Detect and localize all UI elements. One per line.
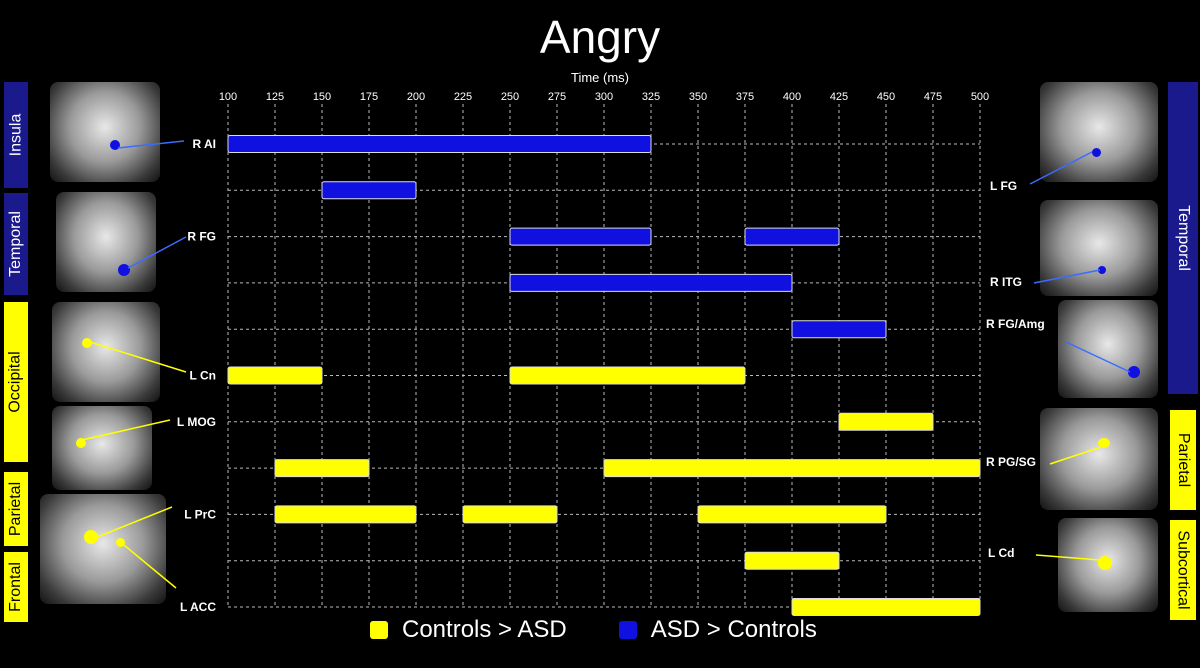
region-tag-temporal-right: Temporal — [1168, 82, 1198, 394]
brain-image-l-fg — [1040, 82, 1158, 182]
bar-segment — [274, 505, 417, 524]
bar-segment — [227, 366, 323, 385]
right-region-label: L FG — [990, 179, 1017, 193]
leader-line — [1029, 151, 1093, 185]
legend-swatch-asd — [618, 621, 637, 639]
right-region-label: R PG/SG — [986, 455, 1036, 469]
row-label: L PrC — [184, 507, 216, 521]
x-tick-label: 400 — [783, 91, 801, 103]
region-tag-occipital: Occipital — [4, 302, 28, 462]
region-tag-parietal-right: Parietal — [1170, 410, 1196, 510]
x-axis-label: Time (ms) — [570, 70, 629, 85]
row-label: R FG — [187, 230, 216, 244]
x-tick-label: 350 — [689, 91, 707, 103]
brain-image-l-prc-acc — [40, 494, 166, 604]
legend-swatch-controls — [370, 621, 388, 639]
x-tick-label: 150 — [313, 91, 331, 103]
right-region-label: L Cd — [988, 546, 1014, 560]
bar-segment — [603, 459, 981, 478]
x-tick-label: 500 — [971, 91, 989, 103]
bar-segment — [509, 366, 746, 385]
brain-image-r-pg-sg — [1040, 408, 1158, 510]
x-tick-label: 425 — [830, 91, 848, 103]
x-tick-label: 475 — [924, 91, 942, 103]
x-tick-label: 225 — [454, 91, 472, 103]
leader-line — [1065, 341, 1131, 373]
leader-line — [89, 341, 187, 373]
brain-image-l-cd — [1058, 518, 1158, 612]
x-tick-label: 125 — [266, 91, 284, 103]
region-tag-insula: Insula — [4, 82, 28, 188]
x-tick-label: 275 — [548, 91, 566, 103]
region-tag-temporal-left: Temporal — [4, 193, 28, 295]
x-tick-label: 200 — [407, 91, 425, 103]
bar-segment — [791, 598, 981, 616]
x-tick-label: 100 — [219, 91, 237, 103]
bar-segment — [462, 505, 558, 524]
leader-line — [81, 419, 171, 441]
leader-line — [1033, 269, 1101, 284]
bar-segment — [227, 135, 652, 153]
chart-legend: Controls > ASD ASD > Controls — [370, 616, 817, 644]
leader-line — [127, 236, 187, 269]
bar-segment — [744, 227, 840, 246]
row-label: L ACC — [180, 600, 216, 614]
right-region-label: R FG/Amg — [986, 317, 1045, 331]
brain-image-r-itg — [1040, 200, 1158, 296]
bar-segment — [697, 505, 887, 524]
bar-segment — [791, 320, 887, 339]
brain-image-r-fg-amg — [1058, 300, 1158, 398]
leader-line — [117, 140, 185, 149]
bar-segment — [321, 181, 417, 200]
x-tick-label: 375 — [736, 91, 754, 103]
bar-segment — [509, 227, 652, 246]
region-tag-parietal-left: Parietal — [4, 472, 28, 546]
bar-segment — [509, 273, 793, 292]
x-tick-label: 175 — [360, 91, 378, 103]
x-tick-label: 250 — [501, 91, 519, 103]
brain-image-r-fg — [56, 192, 156, 292]
leader-line — [123, 544, 177, 589]
right-region-label: R ITG — [990, 275, 1022, 289]
region-tag-subcortical: Subcortical — [1170, 520, 1196, 620]
leader-line — [89, 506, 173, 541]
row-label: L Cn — [190, 369, 216, 383]
x-tick-label: 450 — [877, 91, 895, 103]
brain-image-l-cn — [52, 302, 160, 402]
region-tag-frontal: Frontal — [4, 552, 28, 622]
chart-title: Angry — [539, 11, 661, 63]
leader-line — [1049, 445, 1105, 465]
row-label: L MOG — [177, 415, 216, 429]
brain-image-l-mog — [52, 406, 152, 490]
row-label: R AI — [192, 137, 216, 151]
bar-segment — [274, 459, 370, 478]
legend-label-asd: ASD > Controls — [650, 616, 817, 643]
leader-line — [1035, 554, 1101, 561]
bar-segment — [838, 412, 934, 431]
brain-image-insula — [50, 82, 160, 182]
bar-segment — [744, 551, 840, 570]
x-tick-label: 325 — [642, 91, 660, 103]
legend-label-controls: Controls > ASD — [402, 616, 567, 643]
x-tick-label: 300 — [595, 91, 613, 103]
